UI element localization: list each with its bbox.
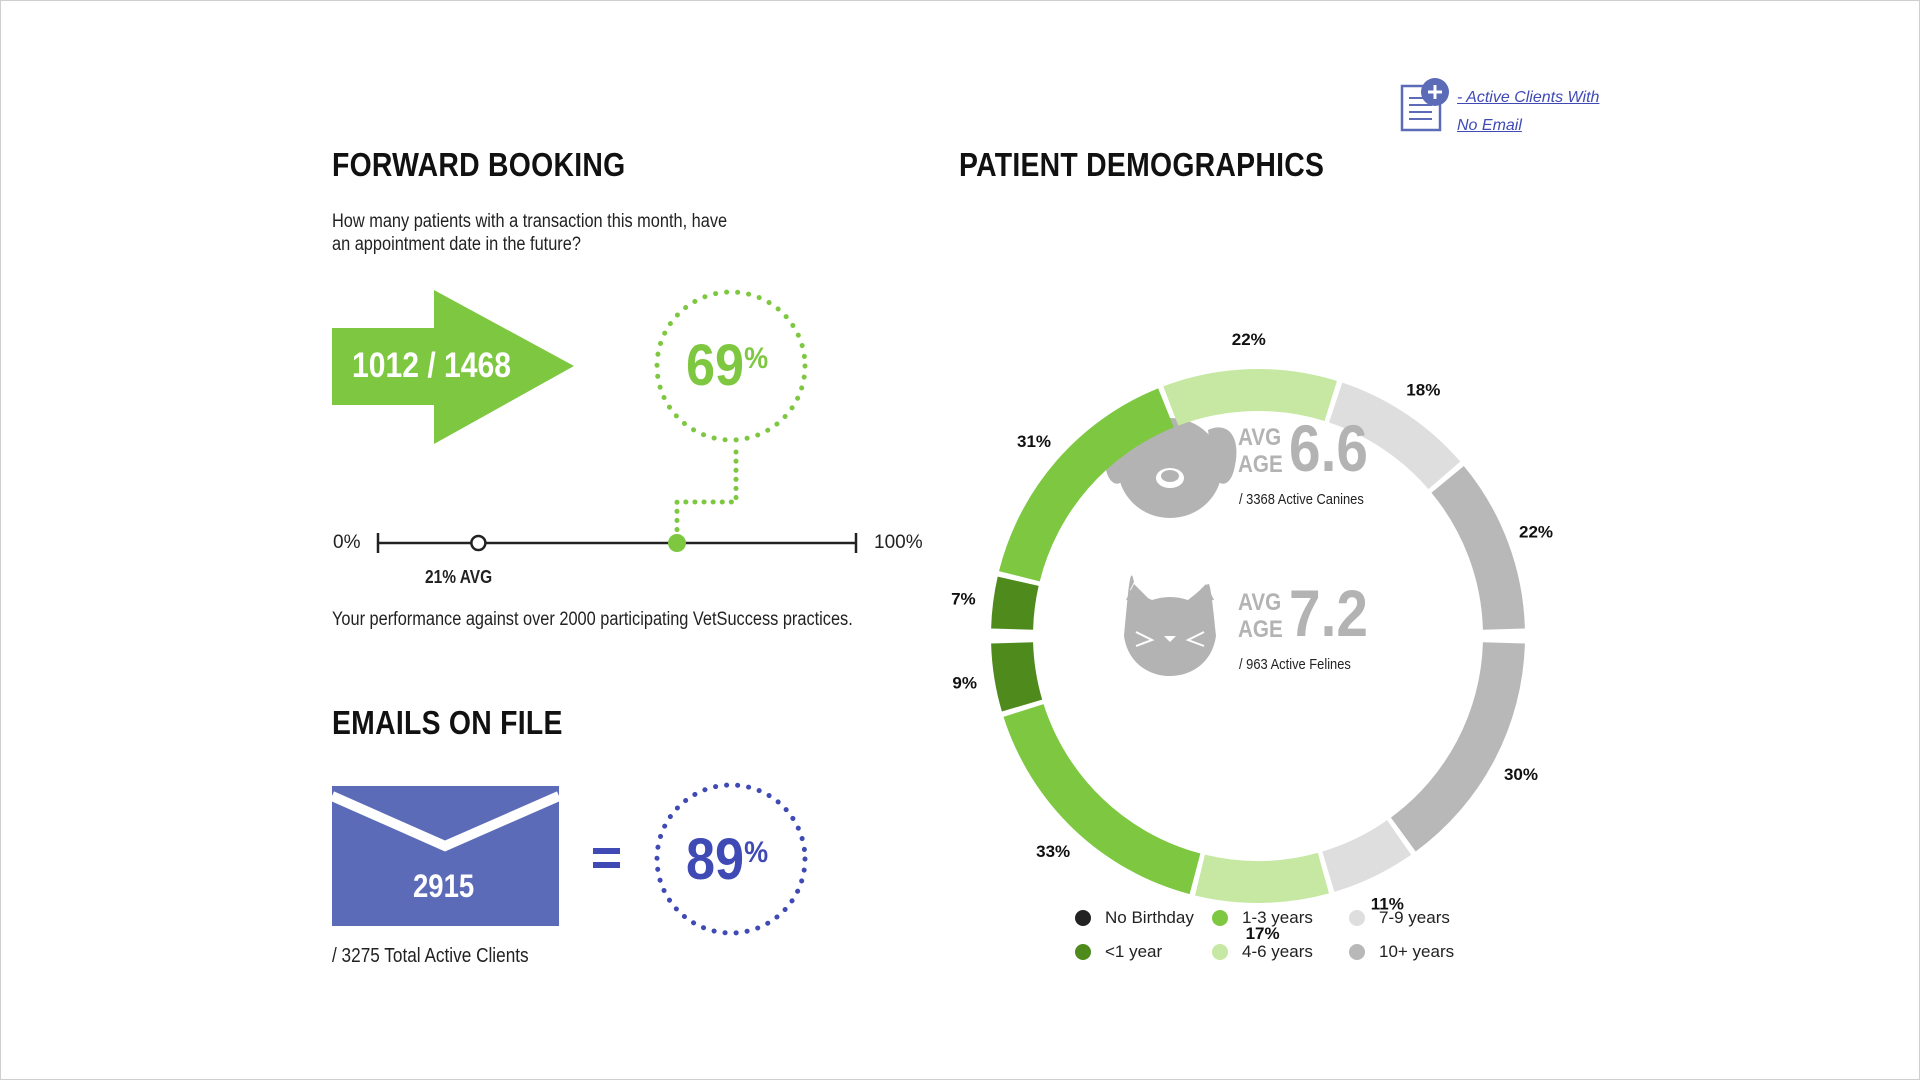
legend-label: 7-9 years [1379, 908, 1450, 927]
legend-label: 10+ years [1379, 942, 1455, 961]
email-percent-value: 89 [686, 827, 745, 892]
avg-label: 21% AVG [425, 567, 493, 587]
feline-label: 11% [1371, 894, 1404, 913]
legend-label: <1 year [1105, 942, 1163, 961]
feline-avg-age-value: 7.2 [1289, 576, 1368, 650]
canine-count: / 3368 Active Canines [1239, 491, 1364, 508]
feline-segment--1-year [991, 642, 1043, 712]
legend-swatch [1075, 944, 1091, 960]
emails-footnote: / 3275 Total Active Clients [332, 945, 529, 967]
legend-swatch [1349, 910, 1365, 926]
booking-percent: 69% [686, 332, 768, 399]
legend-swatch [1075, 910, 1091, 926]
forward-booking-footnote: Your performance against over 2000 parti… [332, 609, 853, 630]
feline-segment-1-3-years [1003, 704, 1201, 895]
legend-item: 7-9 years [1349, 908, 1450, 928]
canine-avg-word: AVG [1238, 424, 1282, 451]
legend-label: 4-6 years [1242, 942, 1313, 961]
legend-item: <1 year [1075, 942, 1162, 962]
link-line-2[interactable]: No Email [1457, 117, 1522, 134]
feline-label: 30% [1504, 765, 1538, 784]
feline-segment-7-9-years [1322, 820, 1412, 892]
email-count: 2915 [413, 868, 475, 904]
canine-segment--1-year [991, 576, 1039, 630]
booking-percent-value: 69 [686, 333, 745, 398]
legend-label: No Birthday [1105, 908, 1194, 927]
canine-label: 7% [951, 590, 976, 609]
link-line-1[interactable]: - Active Clients With [1457, 89, 1600, 106]
canine-segment-4-6-years [1163, 368, 1337, 426]
forward-booking-title: FORWARD BOOKING [332, 146, 626, 183]
feline-label: 17% [1246, 924, 1280, 943]
feline-avg-word: AVG [1238, 589, 1282, 616]
active-clients-no-email-link[interactable]: - Active Clients With No Email [1457, 84, 1599, 140]
canine-label: 18% [1406, 380, 1440, 399]
canine-avg-age-value: 6.6 [1289, 411, 1368, 485]
feline-age-word: AGE [1238, 616, 1283, 643]
scale-min-label: 0% [333, 532, 361, 553]
feline-segment-10-years [1390, 642, 1525, 852]
feline-count: / 963 Active Felines [1239, 656, 1351, 673]
feline-avg-age-label: AVG AGE [1238, 589, 1283, 643]
legend-swatch [1212, 944, 1228, 960]
demographics-title: PATIENT DEMOGRAPHICS [959, 146, 1325, 183]
email-percent: 89% [686, 826, 768, 893]
legend-swatch [1212, 910, 1228, 926]
canine-segment-10-years [1431, 465, 1525, 630]
canine-segment-1-3-years [998, 388, 1174, 582]
booking-ratio: 1012 / 1468 [352, 346, 512, 385]
booking-percent-sign: % [744, 342, 769, 375]
scale-max-label: 100% [874, 532, 923, 553]
feline-label: 33% [1036, 842, 1070, 861]
canine-segment-7-9-years [1329, 382, 1461, 490]
legend-swatch [1349, 944, 1365, 960]
legend-label: 1-3 years [1242, 908, 1313, 927]
emails-title: EMAILS ON FILE [332, 704, 563, 741]
email-percent-sign: % [744, 836, 769, 869]
feline-segment-4-6-years [1195, 852, 1329, 903]
canine-avg-age-label: AVG AGE [1238, 424, 1283, 478]
document-plus-icon[interactable] [1400, 78, 1449, 132]
canine-label: 31% [1017, 432, 1051, 451]
legend-item: 4-6 years [1212, 942, 1313, 962]
canine-label: 22% [1519, 523, 1553, 542]
canine-label: 22% [1232, 330, 1266, 349]
legend-item: 1-3 years [1212, 908, 1313, 928]
legend-item: 10+ years [1349, 942, 1454, 962]
canine-age-word: AGE [1238, 451, 1283, 478]
forward-booking-question: How many patients with a transaction thi… [332, 211, 728, 255]
legend-item: No Birthday [1075, 908, 1194, 928]
feline-label: 9% [952, 674, 977, 693]
